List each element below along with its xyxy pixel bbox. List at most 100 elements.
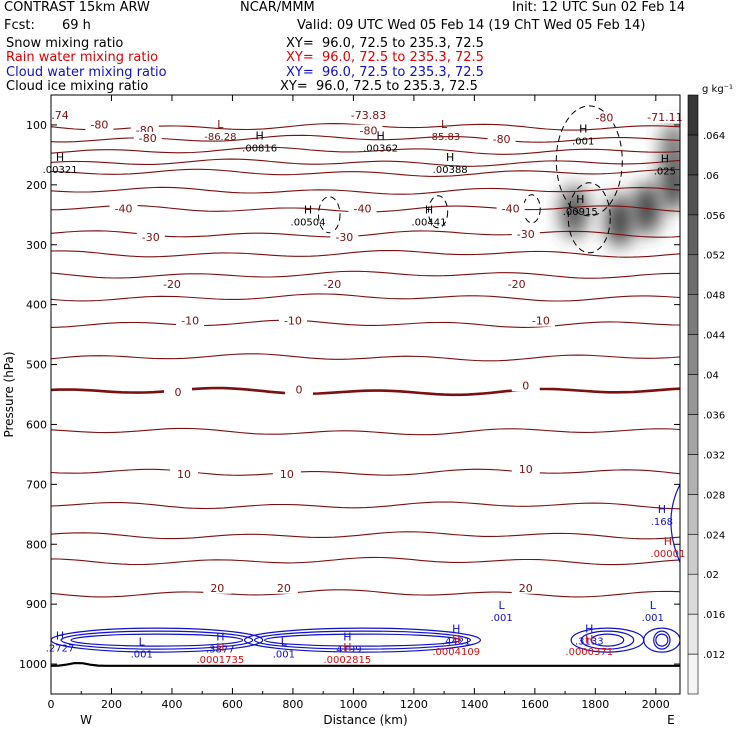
field-xy-snow: XY= 96.0, 72.5 to 235.3, 72.5 xyxy=(286,36,484,51)
temperature-label: -71.11 xyxy=(647,111,682,124)
colorbar-tick-label: .028 xyxy=(703,490,725,501)
colorbar-swatch xyxy=(687,573,699,615)
extremum-marker: L xyxy=(139,635,146,648)
x-axis-title: Distance (km) xyxy=(323,713,407,727)
extremum-marker: H xyxy=(216,641,224,654)
extremum-marker: H xyxy=(304,204,312,217)
forecast-hours: 69 h xyxy=(62,18,91,33)
extremum-marker: L xyxy=(281,635,288,648)
cloud-water-contour xyxy=(243,627,482,653)
temperature-contour xyxy=(51,531,680,540)
colorbar-swatch xyxy=(687,374,699,415)
cloud-water-contour xyxy=(253,630,472,650)
west-label: W xyxy=(80,713,92,727)
colorbar-swatch xyxy=(687,134,699,176)
x-tick-label: 1800 xyxy=(581,698,609,711)
contour-label-bg xyxy=(278,314,307,327)
temperature-label: -10 xyxy=(284,315,302,328)
snow-contour xyxy=(317,196,341,234)
temperature-label: .74 xyxy=(51,109,69,122)
contour-label-bg xyxy=(511,379,540,392)
extremum-value: .00362 xyxy=(363,143,398,154)
temperature-label: -73.83 xyxy=(351,109,386,122)
colorbar-unit: g kg⁻¹ xyxy=(702,84,733,95)
contour-label-bg xyxy=(136,230,165,243)
temperature-label: -80 xyxy=(90,119,108,132)
extremum-marker: H xyxy=(343,641,351,654)
contour-label-bg xyxy=(284,383,313,396)
temperature-contour xyxy=(51,168,680,177)
cloud-water-contour xyxy=(655,633,669,647)
contour-label-bg xyxy=(46,109,75,122)
extremum-value: .4199 xyxy=(333,645,362,656)
temperature-label: -40 xyxy=(502,203,520,216)
contour-label-bg xyxy=(590,111,619,124)
contour-label-bg xyxy=(487,133,516,146)
colorbar-tick-label: .056 xyxy=(703,211,725,222)
colorbar-tick-label: .016 xyxy=(703,610,725,621)
extremum-value: .00388 xyxy=(433,165,468,176)
contour-label-bg xyxy=(272,467,301,480)
extremum-value: .001 xyxy=(131,649,153,660)
extremum-value: .001 xyxy=(572,137,594,148)
extremum-marker: L xyxy=(650,599,657,612)
temperature-label: -10 xyxy=(181,315,199,328)
axis-layer: 0 200 400 600 800 1000 1200 1400 1600 1800 2000100… xyxy=(2,95,680,727)
field-name-cloud-ice: Cloud ice mixing ratio xyxy=(6,79,149,94)
y-tick-label: 800 xyxy=(26,538,47,551)
valid-time: Valid: 09 UTC Wed 05 Feb 14 (19 ChT Wed … xyxy=(297,18,646,33)
extremum-value: .00816 xyxy=(242,143,277,154)
contour-label-bg xyxy=(157,278,186,291)
x-tick-label: 400 xyxy=(161,698,182,711)
y-tick-label: 400 xyxy=(26,299,47,312)
temperature-label: 10 xyxy=(519,463,533,476)
colorbar-swatch xyxy=(687,294,699,335)
contour-label-bg xyxy=(109,202,138,215)
cloud-water-contour xyxy=(263,633,462,647)
temperature-label: 20 xyxy=(277,582,291,595)
field-name-rain: Rain water mixing ratio xyxy=(6,50,159,65)
init-time: Init: 12 UTC Sun 02 Feb 14 xyxy=(512,0,686,15)
extremum-marker: H xyxy=(661,153,669,166)
temperature-label: -80 xyxy=(493,133,511,146)
extremum-value: .001 xyxy=(490,613,512,624)
colorbar-swatch xyxy=(687,174,699,216)
extremum-marker: H xyxy=(664,535,672,548)
temperature-label: 10 xyxy=(177,468,191,481)
extremum-marker: H xyxy=(585,622,593,635)
temperature-label: 10 xyxy=(280,468,294,481)
temperature-label: -10 xyxy=(532,315,550,328)
colorbar-tick-label: .04 xyxy=(703,371,719,382)
extremum-marker: H xyxy=(56,629,64,642)
temperature-contour xyxy=(51,158,680,167)
cloud-ice-blob xyxy=(560,185,589,238)
contour-label-bg xyxy=(348,202,377,215)
x-tick-label: 0 xyxy=(48,698,55,711)
x-tick-label: 1000 xyxy=(339,698,367,711)
extremum-value: .3133 xyxy=(575,636,604,647)
contour-label-bg xyxy=(511,463,540,476)
y-axis-title: Pressure (hPa) xyxy=(2,351,16,437)
temperature-contour xyxy=(51,386,680,397)
temperature-label: -20 xyxy=(323,278,341,291)
colorbar-tick-label: .02 xyxy=(703,570,719,581)
cloud-water-contour xyxy=(590,633,625,647)
contour-label-bg xyxy=(354,109,383,122)
extremum-marker: H xyxy=(216,631,224,644)
snow-contour xyxy=(555,105,623,217)
cloud-water-contour xyxy=(643,627,680,653)
east-label: E xyxy=(667,713,675,727)
contour-label-bg xyxy=(502,278,531,291)
field-name-cloud-water: Cloud water mixing ratio xyxy=(6,65,167,80)
x-tick-label: 1600 xyxy=(521,698,549,711)
contour-label-bg xyxy=(354,124,383,137)
x-tick-label: 2000 xyxy=(642,698,670,711)
extremum-marker: H xyxy=(452,622,460,635)
colorbar-swatch xyxy=(687,533,699,575)
forecast-label: Fcst: xyxy=(4,18,35,33)
colorbar-tick-label: .064 xyxy=(703,131,725,142)
cloud-water-contour xyxy=(670,484,680,563)
plot-frame xyxy=(50,94,681,695)
temperature-contour xyxy=(51,319,680,328)
contour-label-bg xyxy=(496,202,525,215)
